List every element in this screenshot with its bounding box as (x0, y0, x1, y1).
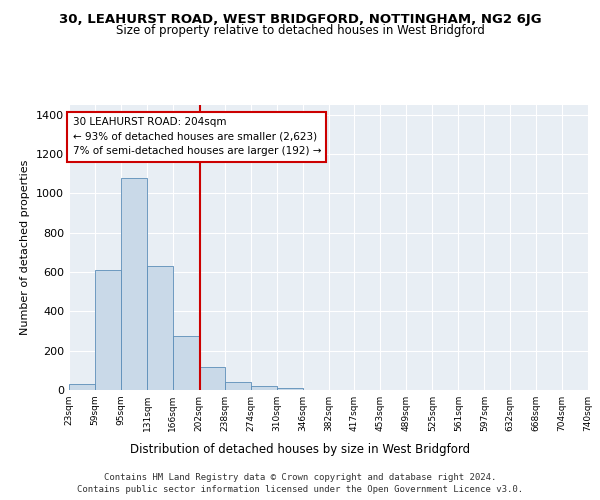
Bar (199, 368, 224, 390)
Text: Distribution of detached houses by size in West Bridgford: Distribution of detached houses by size … (130, 442, 470, 456)
Text: Contains HM Land Registry data © Crown copyright and database right 2024.: Contains HM Land Registry data © Crown c… (104, 472, 496, 482)
Bar (69, 384, 95, 390)
Text: 30 LEAHURST ROAD: 204sqm
← 93% of detached houses are smaller (2,623)
7% of semi: 30 LEAHURST ROAD: 204sqm ← 93% of detach… (73, 117, 321, 156)
Bar (121, 178, 147, 390)
Bar (251, 386, 277, 390)
Bar (224, 382, 251, 390)
Bar (95, 270, 121, 390)
Bar (277, 388, 303, 390)
Y-axis label: Number of detached properties: Number of detached properties (20, 160, 31, 335)
Text: 30, LEAHURST ROAD, WEST BRIDGFORD, NOTTINGHAM, NG2 6JG: 30, LEAHURST ROAD, WEST BRIDGFORD, NOTTI… (59, 12, 541, 26)
Bar (147, 266, 173, 390)
Text: Contains public sector information licensed under the Open Government Licence v3: Contains public sector information licen… (77, 485, 523, 494)
Bar (173, 336, 199, 390)
Text: Size of property relative to detached houses in West Bridgford: Size of property relative to detached ho… (116, 24, 484, 37)
